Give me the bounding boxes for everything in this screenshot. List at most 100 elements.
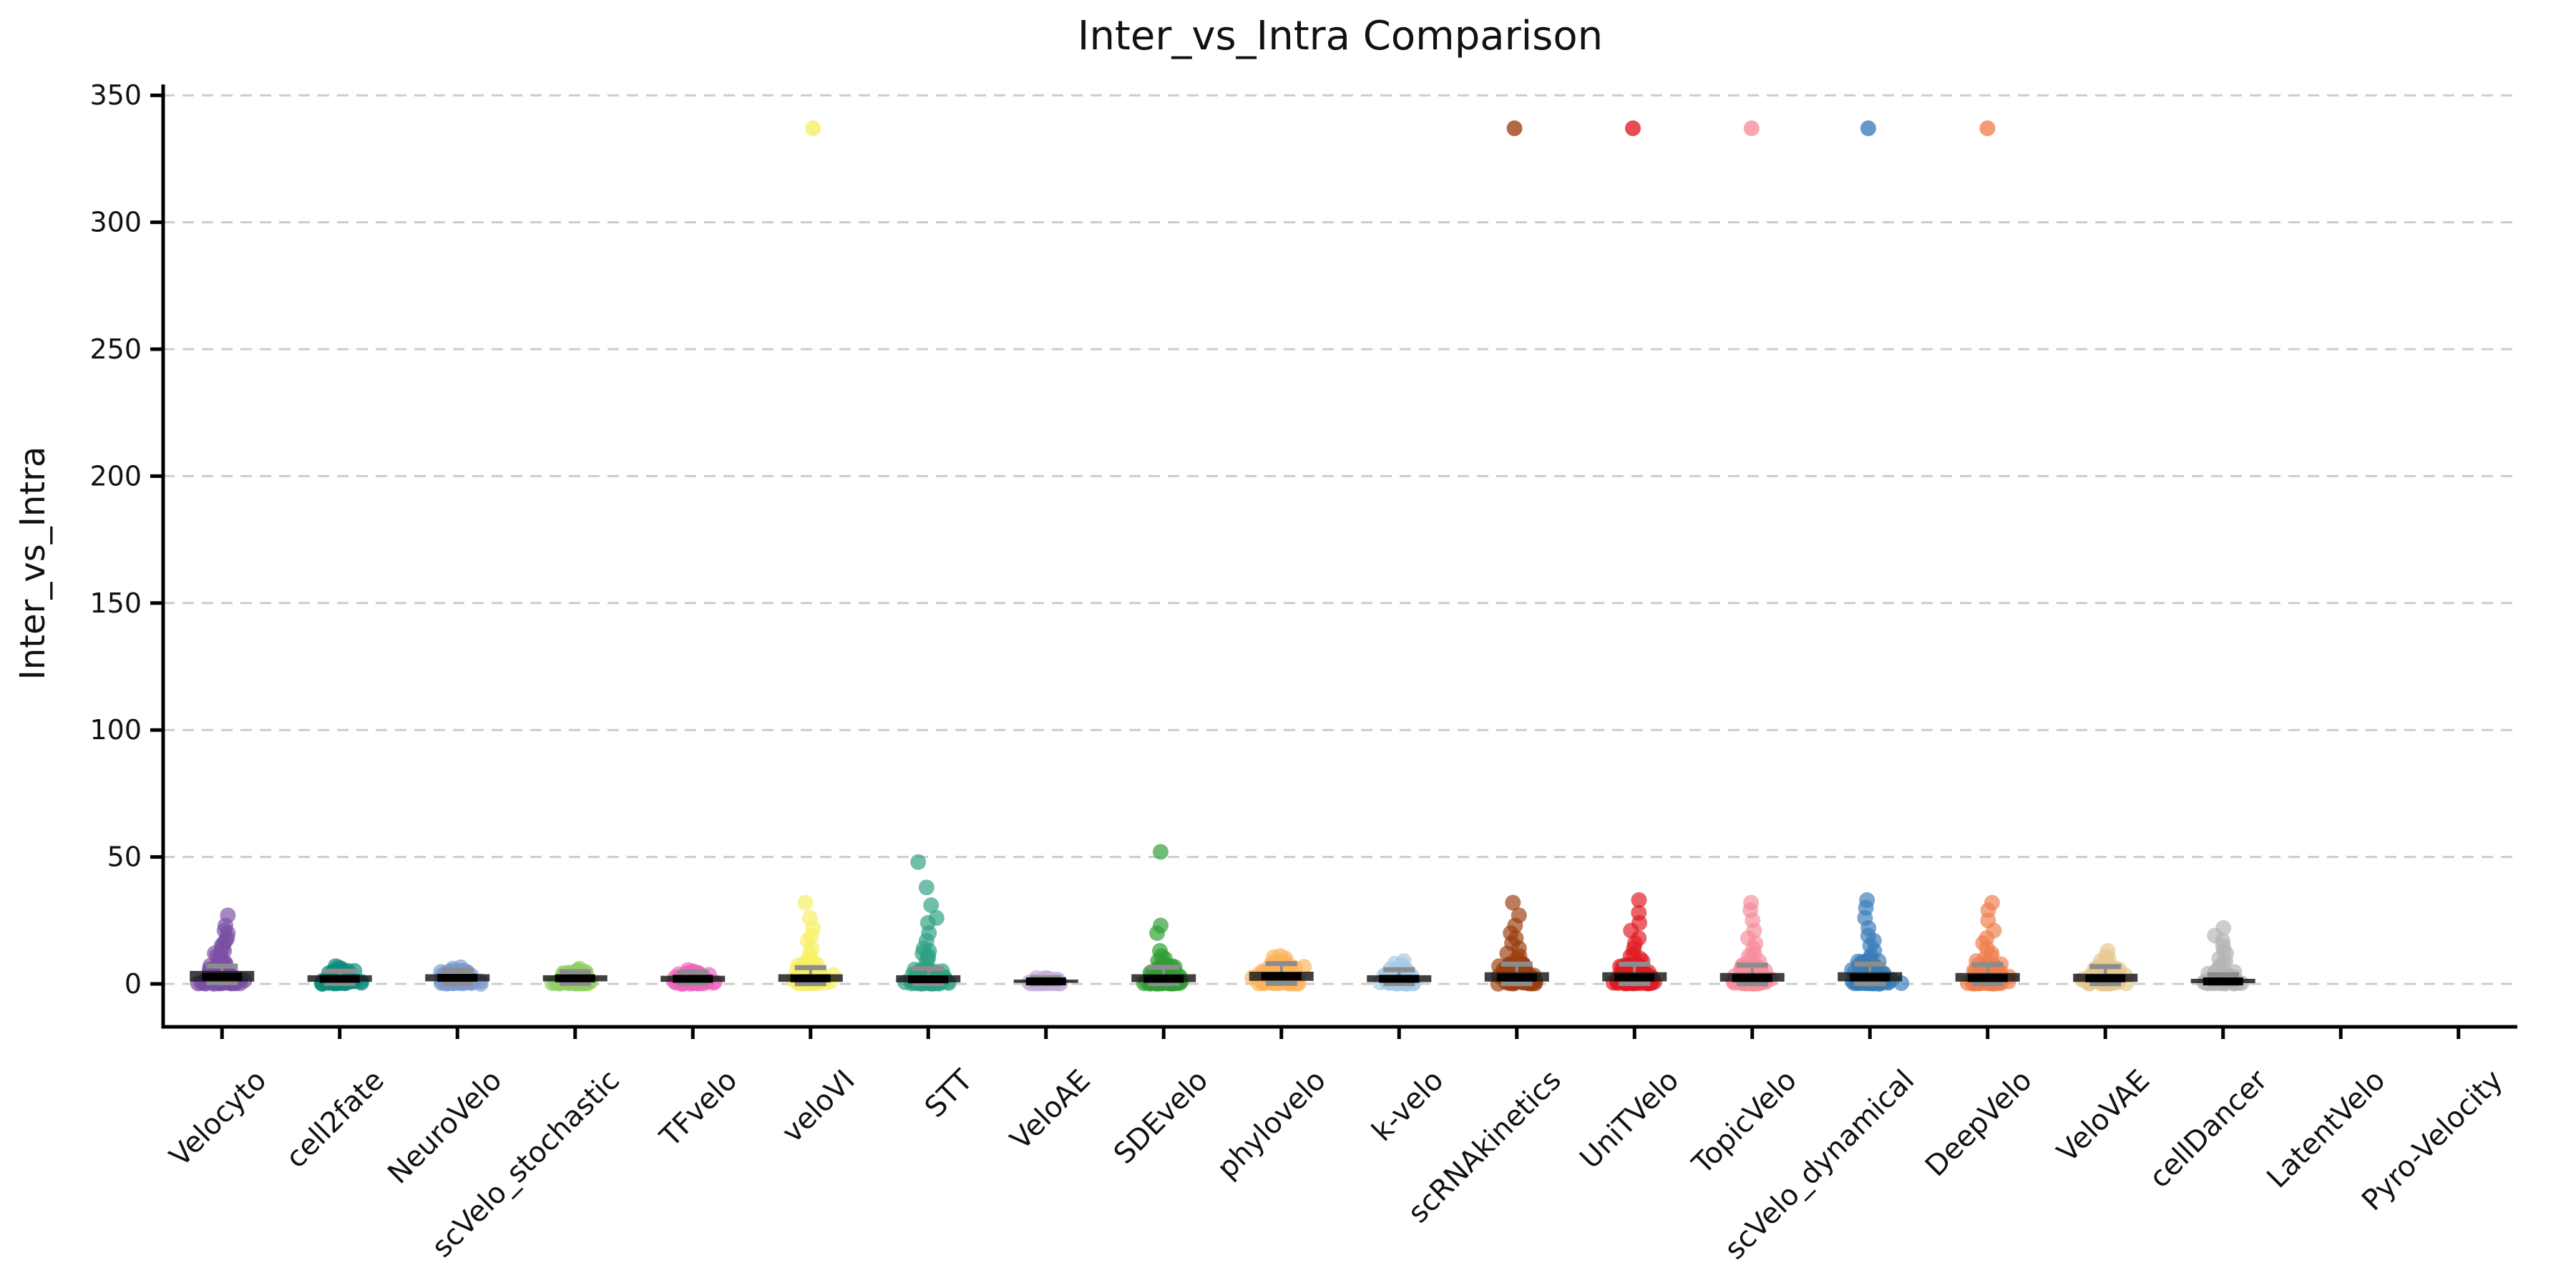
outlier-point bbox=[1860, 120, 1876, 137]
box-plot bbox=[778, 965, 843, 987]
x-tick-label-VeloAE: VeloAE bbox=[1004, 1064, 1096, 1156]
tail-point bbox=[1631, 904, 1647, 921]
x-tick-label-LatentVelo: LatentVelo bbox=[2260, 1064, 2391, 1195]
median-line bbox=[1614, 973, 1655, 982]
tail-point bbox=[1505, 894, 1521, 911]
box-plot bbox=[896, 966, 961, 987]
tail-point bbox=[1859, 892, 1875, 908]
tail-point bbox=[928, 909, 945, 926]
box-plot bbox=[425, 967, 490, 986]
outlier-point bbox=[1625, 120, 1641, 137]
category-group-DeepVelo bbox=[1955, 120, 2020, 992]
median-line bbox=[437, 973, 478, 982]
box-plot bbox=[2190, 972, 2255, 987]
outlier-point bbox=[805, 120, 821, 137]
median-line bbox=[1261, 972, 1302, 980]
box-plot bbox=[190, 963, 255, 985]
y-axis-label: Inter_vs_Intra bbox=[13, 446, 53, 680]
box-plot bbox=[2073, 964, 2138, 987]
category-group-VeloVAE bbox=[2073, 942, 2138, 992]
tail-point bbox=[910, 854, 927, 870]
median-line bbox=[1143, 975, 1184, 983]
tail-point bbox=[923, 897, 940, 913]
median-line bbox=[673, 975, 713, 983]
x-tick-label-phylovelo: phylovelo bbox=[1211, 1064, 1332, 1186]
box-plot bbox=[660, 970, 726, 986]
category-group-TFvelo bbox=[660, 962, 726, 992]
box-plot bbox=[1484, 961, 1549, 987]
x-tick-label-cellDancer: cellDancer bbox=[2143, 1063, 2274, 1194]
tail-point bbox=[1631, 892, 1647, 908]
outlier-point bbox=[1506, 120, 1523, 137]
median-line bbox=[1732, 974, 1772, 982]
tail-point bbox=[452, 959, 469, 975]
median-line bbox=[790, 974, 831, 982]
box-plot bbox=[1367, 967, 1432, 987]
median-line bbox=[202, 972, 243, 981]
x-tick-label-Velocyto: Velocyto bbox=[163, 1064, 273, 1174]
y-tick-label: 350 bbox=[89, 79, 142, 111]
tail-point bbox=[1272, 948, 1289, 964]
box-plot bbox=[1013, 975, 1078, 987]
tail-point bbox=[918, 879, 935, 896]
category-group-VeloAE bbox=[1013, 970, 1078, 992]
tail-point bbox=[1153, 844, 1169, 860]
y-tick-label: 100 bbox=[89, 714, 142, 746]
tail-point bbox=[2099, 942, 2116, 959]
median-line bbox=[2085, 974, 2126, 982]
tail-point bbox=[1511, 907, 1527, 924]
tail-point bbox=[1743, 894, 1760, 911]
category-group-UniTVelo bbox=[1602, 120, 1667, 992]
x-tick-label-DeepVelo: DeepVelo bbox=[1919, 1064, 2039, 1184]
box-plot bbox=[1249, 961, 1314, 986]
y-tick-label: 0 bbox=[125, 968, 142, 1000]
x-tick-label-cell2fate: cell2fate bbox=[280, 1064, 391, 1175]
category-group-cell2fate bbox=[307, 958, 372, 992]
median-line bbox=[1379, 975, 1420, 983]
median-line bbox=[1496, 973, 1537, 982]
tail-point bbox=[797, 894, 814, 911]
x-tick-labels: Velocyto cell2fateNeuroVeloscVelo_stochas… bbox=[163, 1063, 2509, 1266]
category-group-scVelo_dynamical bbox=[1838, 120, 1910, 992]
x-tick-label-veloVI: veloVI bbox=[776, 1064, 862, 1150]
gridlines bbox=[163, 94, 2517, 985]
y-tick-label: 300 bbox=[89, 207, 142, 238]
y-tick-label: 250 bbox=[89, 333, 142, 365]
median-line bbox=[1025, 977, 1066, 985]
tail-point bbox=[1395, 953, 1412, 970]
box-plot bbox=[1838, 961, 1903, 987]
outlier-point bbox=[1743, 120, 1760, 137]
category-group-scVelo_stochastic bbox=[542, 960, 608, 992]
category-group-k-velo bbox=[1367, 953, 1432, 992]
category-group-Velocyto bbox=[190, 907, 255, 992]
y-tick-label: 150 bbox=[89, 587, 142, 619]
box-plot bbox=[1131, 965, 1196, 987]
y-tick-label: 200 bbox=[89, 460, 142, 492]
tail-point bbox=[1153, 917, 1169, 934]
category-group-phylovelo bbox=[1244, 948, 1314, 992]
axes bbox=[150, 84, 2517, 1039]
box-plot bbox=[1955, 962, 2020, 987]
x-tick-label-STT: STT bbox=[919, 1063, 980, 1124]
category-group-STT bbox=[896, 854, 961, 992]
tail-point bbox=[2215, 919, 2232, 936]
outlier-point bbox=[1979, 120, 1996, 137]
category-group-TopicVelo bbox=[1719, 120, 1785, 992]
category-group-cellDancer bbox=[2190, 919, 2255, 992]
x-tick-label-VeloVAE: VeloVAE bbox=[2051, 1064, 2156, 1169]
x-tick-label-SDEvelo: SDEvelo bbox=[1108, 1064, 1214, 1171]
y-tick-labels: 0 50 100 150 200 250 300 350 bbox=[89, 79, 142, 1000]
tail-point bbox=[220, 907, 236, 924]
median-line bbox=[1967, 974, 2008, 982]
x-tick-label-TopicVelo: TopicVelo bbox=[1686, 1064, 1803, 1181]
category-group-NeuroVelo bbox=[425, 959, 490, 992]
tail-point bbox=[801, 909, 818, 926]
box-plot bbox=[542, 969, 608, 986]
median-line bbox=[319, 975, 360, 983]
median-line bbox=[908, 975, 949, 984]
x-tick-label-UniTVelo: UniTVelo bbox=[1574, 1064, 1685, 1176]
tail-point bbox=[1152, 942, 1168, 959]
box-plot bbox=[1602, 961, 1667, 986]
